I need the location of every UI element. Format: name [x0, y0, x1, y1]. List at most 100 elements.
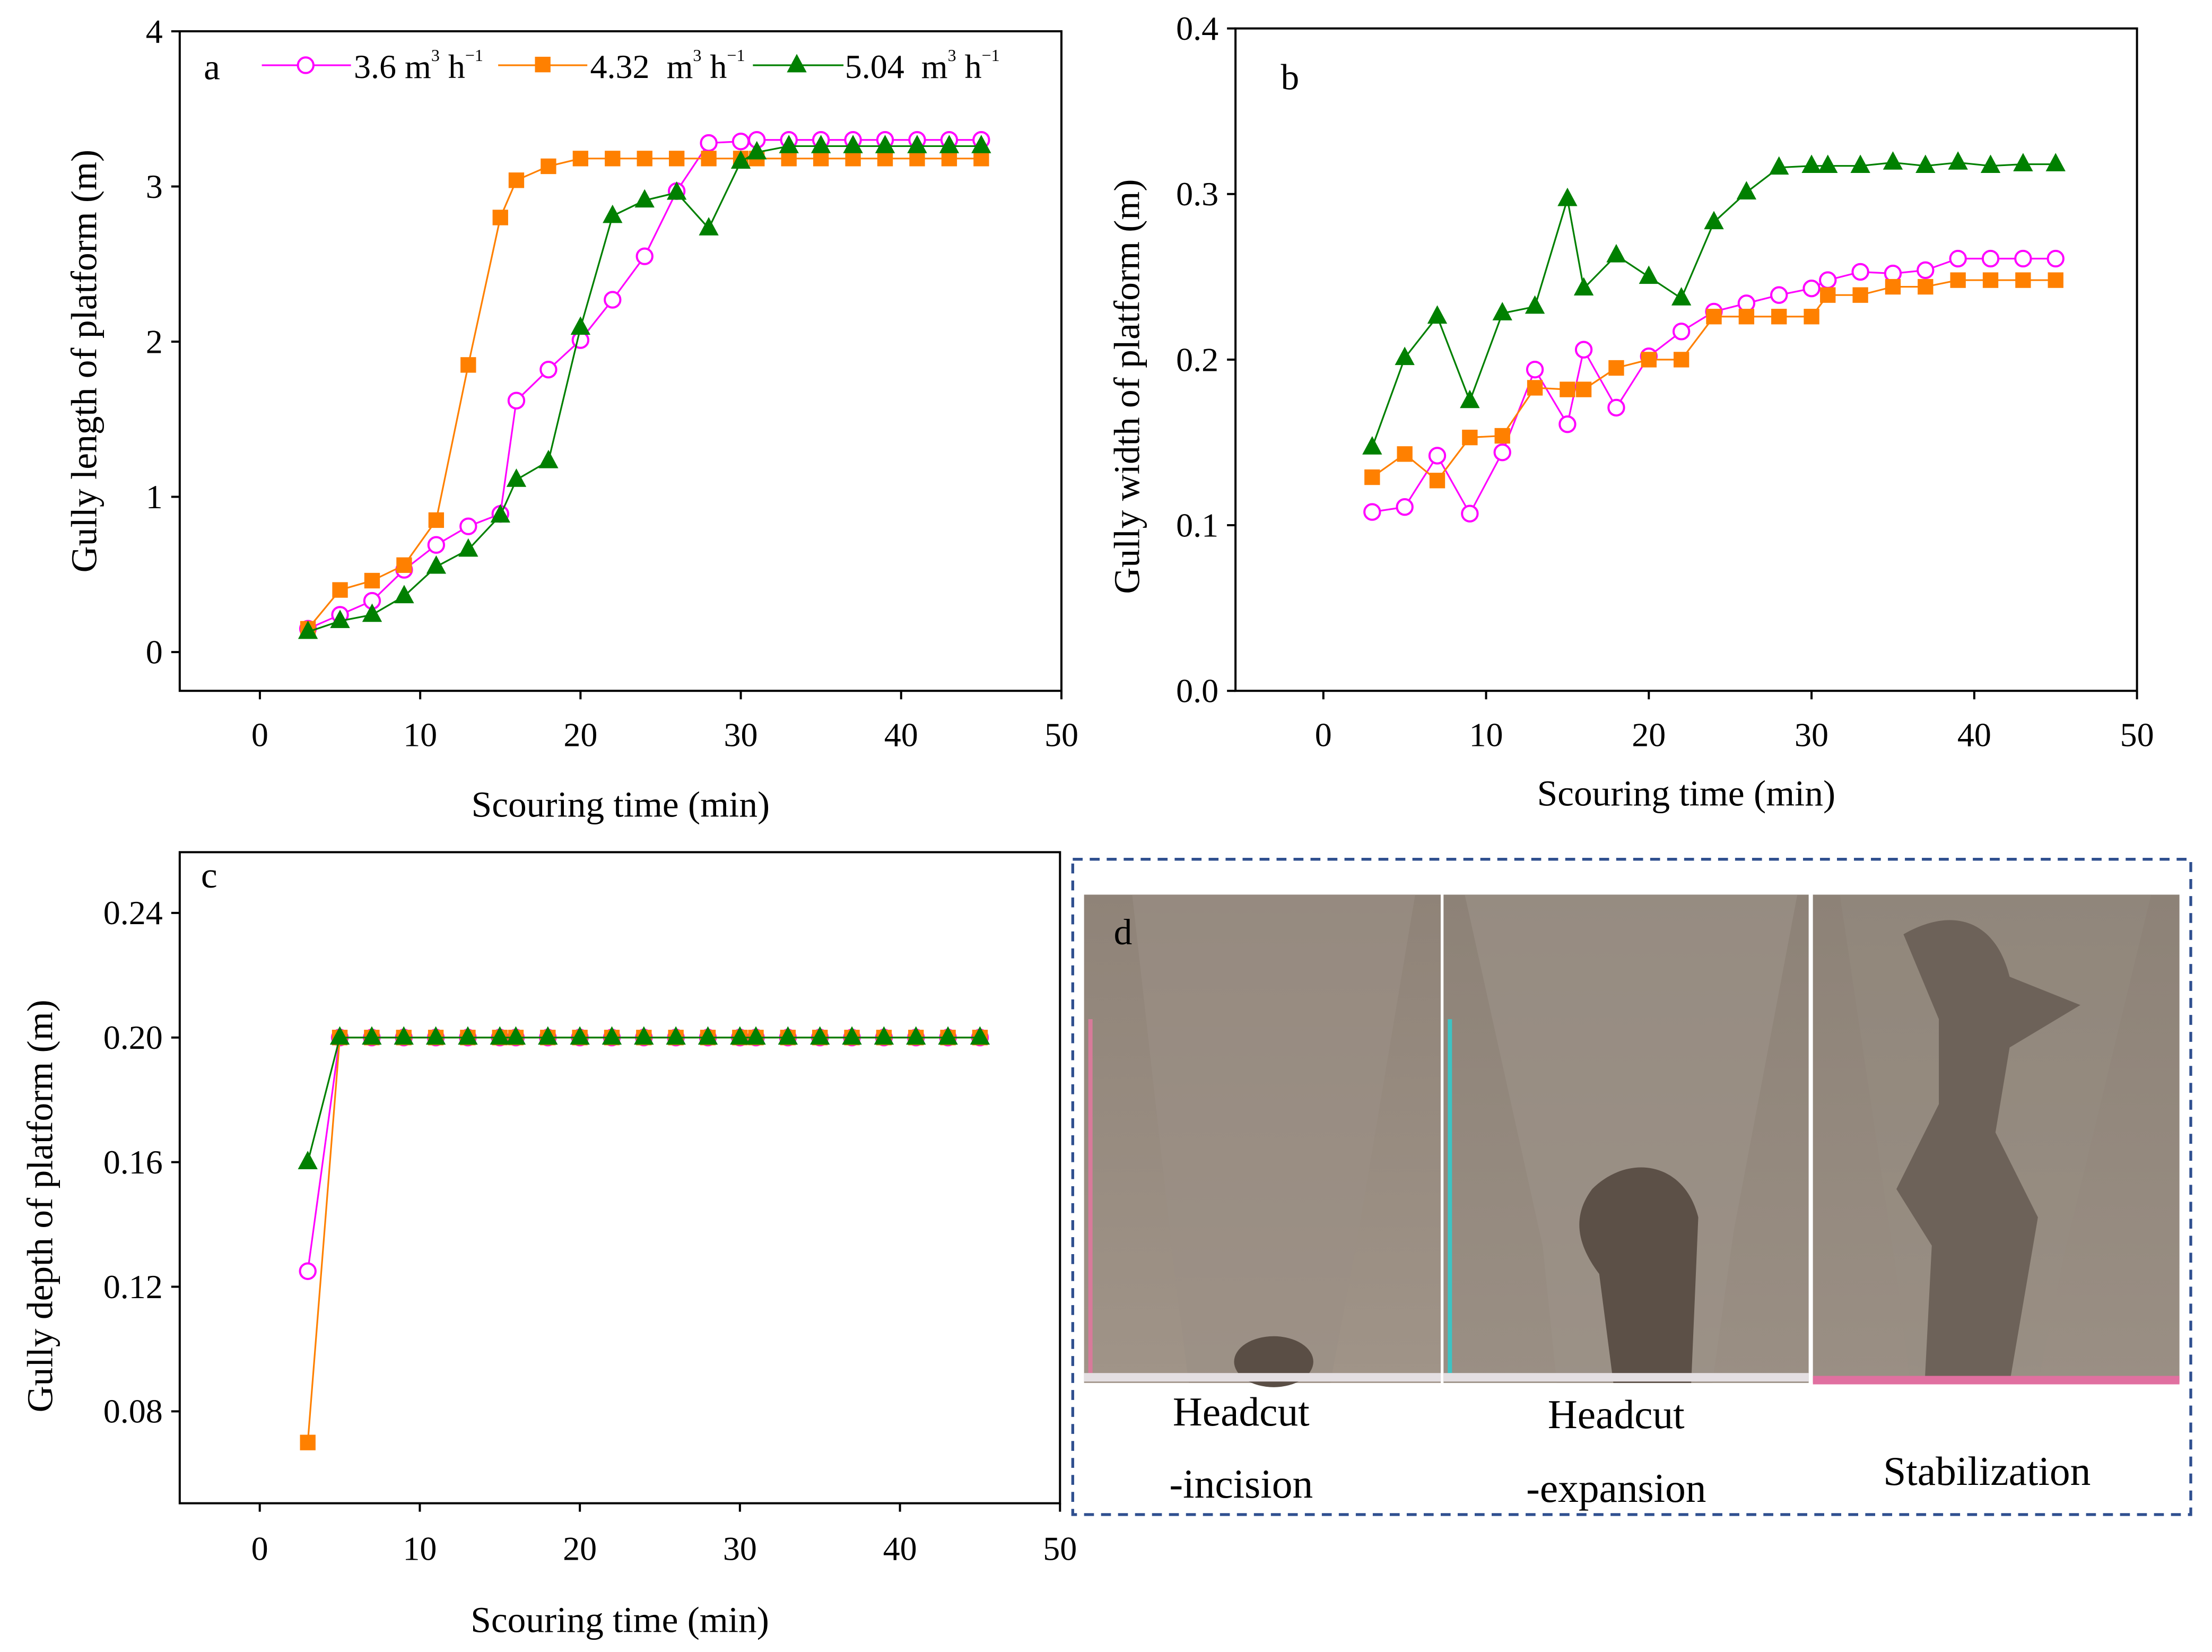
data-point: [1526, 360, 1544, 379]
data-point: [1884, 264, 1902, 283]
x-tick-label: 40: [884, 716, 918, 753]
data-point: [2013, 153, 2033, 171]
series-3.6: [1363, 249, 2065, 523]
data-point: [875, 135, 895, 153]
series-line: [307, 1037, 980, 1272]
data-point: [539, 360, 558, 379]
x-tick-label: 0: [251, 716, 268, 753]
data-point: [1883, 151, 1903, 170]
data-point: [970, 1026, 990, 1045]
data-point: [874, 1026, 894, 1045]
data-point: [2015, 272, 2031, 288]
x-tick-label: 40: [883, 1529, 917, 1567]
series-line: [307, 1037, 980, 1443]
caption-stabilization: Stabilization: [1883, 1448, 2091, 1494]
data-point: [1804, 309, 1819, 325]
data-point: [1574, 341, 1593, 359]
plot-frame: [1234, 27, 2138, 692]
data-point: [730, 1026, 750, 1045]
legend-marker-square: [535, 56, 551, 73]
data-point: [1820, 287, 1836, 303]
data-point: [666, 1026, 686, 1045]
data-point: [1769, 156, 1789, 175]
legend-marker-circle: [297, 56, 315, 74]
data-point: [1948, 151, 1968, 170]
data-point: [1818, 154, 1838, 173]
legend: 3.6 m3 h−1 4.32 m3 h−1 5.04 m3 h−1: [262, 46, 1000, 85]
series-4.32: [1364, 272, 2063, 489]
data-point: [458, 538, 478, 557]
data-point: [1671, 287, 1692, 306]
data-point: [779, 135, 799, 153]
data-point: [1885, 279, 1901, 295]
data-point: [1427, 305, 1448, 324]
data-point: [300, 1434, 316, 1450]
data-point: [698, 1026, 718, 1045]
data-point: [938, 1026, 958, 1045]
y-tick-label: 0.0: [1176, 672, 1218, 710]
legend-item-5.04: 5.04 m3 h−1: [753, 46, 1000, 85]
data-point: [666, 181, 687, 200]
data-point: [1525, 295, 1545, 314]
series-line: [307, 139, 981, 630]
data-point: [811, 135, 831, 153]
data-point: [1980, 154, 2001, 173]
data-point: [299, 1262, 317, 1280]
data-point: [699, 217, 719, 236]
data-point: [570, 316, 591, 335]
data-point: [1981, 249, 2000, 268]
data-point: [541, 158, 556, 175]
data-point: [2045, 153, 2066, 171]
x-axis-label: Scouring time (min): [1537, 773, 1836, 814]
series-4.32: [300, 1030, 988, 1450]
data-point: [971, 135, 991, 153]
series-3.6: [299, 1029, 989, 1280]
data-point: [813, 151, 829, 167]
x-tick-label: 20: [563, 1529, 597, 1567]
data-point: [604, 291, 622, 309]
data-point: [1397, 446, 1413, 462]
series-5.04: [298, 135, 991, 639]
data-point: [428, 512, 445, 528]
data-point: [507, 392, 526, 410]
data-point: [2048, 272, 2063, 288]
data-point: [909, 151, 925, 167]
data-point: [1364, 469, 1380, 485]
data-point: [634, 1026, 654, 1045]
x-axis-label: Scouring time (min): [472, 785, 770, 825]
data-point: [298, 1151, 318, 1169]
data-point: [843, 135, 863, 153]
data-point: [2014, 249, 2032, 268]
data-point: [1982, 272, 1999, 288]
plot-frame: [178, 30, 1063, 692]
series-5.04: [1362, 151, 2066, 455]
legend-item-3.6: 3.6 m3 h−1: [262, 46, 483, 85]
x-axis-label: Scouring time (min): [471, 1599, 769, 1640]
x-tick-label: 50: [1043, 1529, 1077, 1567]
data-point: [635, 247, 654, 265]
data-point: [877, 151, 893, 167]
caption-headcut-incision-2: -incision: [1169, 1461, 1313, 1507]
y-tick-label: 0.4: [1176, 10, 1218, 47]
data-point: [1802, 280, 1821, 298]
data-point: [1575, 381, 1592, 397]
y-tick-label: 0.1: [1176, 506, 1218, 544]
data-point: [603, 204, 623, 223]
plot-frame: [178, 851, 1061, 1505]
data-point: [1494, 428, 1510, 444]
y-axis-label: Gully length of platform (m): [64, 150, 104, 572]
data-point: [1738, 309, 1755, 325]
data-point: [1915, 154, 1936, 173]
caption-headcut-expansion-1: Headcut: [1548, 1392, 1685, 1437]
data-point: [1557, 187, 1578, 206]
legend-item-4.32: 4.32 m3 h−1: [498, 46, 745, 85]
data-point: [1492, 302, 1512, 320]
data-point: [1950, 272, 1966, 288]
y-tick-label: 0.08: [103, 1393, 163, 1430]
data-point: [1917, 261, 1935, 280]
series-5.04: [298, 1026, 990, 1169]
y-tick-label: 3: [146, 168, 163, 205]
y-tick-label: 0.16: [103, 1143, 163, 1181]
